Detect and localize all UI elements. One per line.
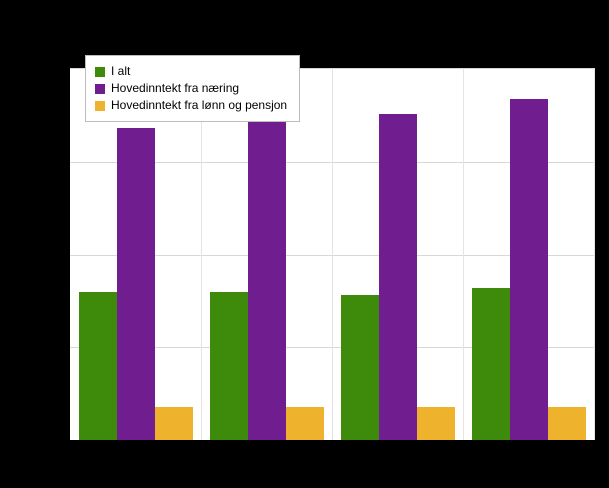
legend-swatch [95, 100, 105, 111]
bar-group-1 [70, 69, 201, 440]
bar-group-4 [463, 69, 594, 440]
legend-item-hovedinntekt-fra-lonn-og-pensjon[interactable]: Hovedinntekt fra lønn og pensjon [95, 97, 287, 114]
legend-swatch [95, 83, 105, 94]
legend-label: I alt [111, 64, 131, 78]
legend: I alt Hovedinntekt fra næring Hovedinnte… [85, 55, 301, 122]
legend-item-hovedinntekt-fra-naering[interactable]: Hovedinntekt fra næring [95, 80, 287, 97]
bar-hovedinntekt-fra-lonn-og-pensjon-group-2[interactable] [285, 406, 324, 440]
gridline-vertical [332, 69, 333, 440]
legend-label: Hovedinntekt fra lønn og pensjon [111, 98, 288, 112]
bar-hovedinntekt-fra-naering-group-2[interactable] [247, 120, 286, 440]
plot-area [70, 68, 595, 440]
legend-swatch [95, 66, 105, 77]
legend-label: Hovedinntekt fra næring [111, 81, 240, 95]
bars-layer [70, 69, 594, 440]
bar-hovedinntekt-fra-lonn-og-pensjon-group-1[interactable] [154, 406, 193, 440]
bar-hovedinntekt-fra-naering-group-4[interactable] [509, 98, 548, 440]
bar-hovedinntekt-fra-naering-group-1[interactable] [116, 128, 155, 440]
bar-group-3 [332, 69, 463, 440]
bar-i-alt-group-1[interactable] [78, 291, 117, 440]
bar-hovedinntekt-fra-lonn-og-pensjon-group-3[interactable] [416, 406, 455, 440]
bar-i-alt-group-3[interactable] [340, 295, 379, 440]
bar-hovedinntekt-fra-naering-group-3[interactable] [378, 113, 417, 440]
bar-i-alt-group-4[interactable] [471, 287, 510, 440]
bar-group-2 [201, 69, 332, 440]
gridline-vertical [201, 69, 202, 440]
bar-i-alt-group-2[interactable] [209, 291, 248, 440]
bar-hovedinntekt-fra-lonn-og-pensjon-group-4[interactable] [547, 406, 586, 440]
gridline-vertical [463, 69, 464, 440]
legend-item-i-alt[interactable]: I alt [95, 63, 287, 80]
